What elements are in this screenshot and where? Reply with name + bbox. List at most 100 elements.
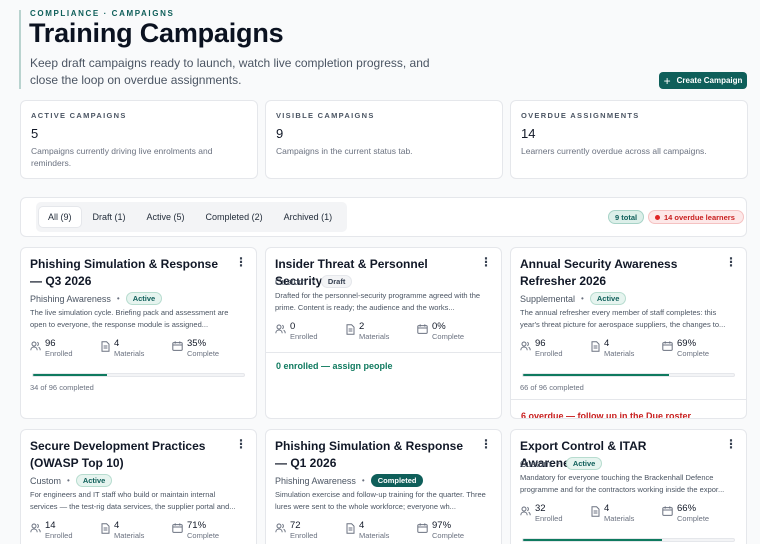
campaign-card[interactable]: Phishing Simulation & Response — Q1 2026… xyxy=(265,429,502,544)
campaign-card[interactable]: Secure Development Practices (OWASP Top … xyxy=(20,429,257,544)
tab-completed[interactable]: Completed (2) xyxy=(205,212,263,222)
campaign-description: The annual refresher every member of sta… xyxy=(520,308,726,329)
tab-active[interactable]: Active (5) xyxy=(146,212,185,222)
campaign-category: Custom xyxy=(275,276,307,287)
overdue-followup-link[interactable]: 6 overdue — follow up in the Due roster xyxy=(521,411,692,419)
stat-card-visible: VISIBLE CAMPAIGNS 9 Campaigns in the cur… xyxy=(265,100,503,179)
campaign-title[interactable]: Phishing Simulation & Response — Q1 2026 xyxy=(275,439,464,470)
more-options-icon[interactable]: ⋮ xyxy=(235,437,247,451)
enrolled-label: Enrolled xyxy=(535,514,563,523)
complete-label: Complete xyxy=(187,349,220,358)
calendar-icon xyxy=(172,523,183,533)
calendar-icon xyxy=(662,506,673,516)
materials-stat: 4 Materials xyxy=(591,338,666,359)
users-icon xyxy=(520,341,531,351)
complete-stat: 69% Complete xyxy=(662,338,737,359)
more-options-icon[interactable]: ⋮ xyxy=(480,437,492,451)
tab-all[interactable]: All (9) xyxy=(39,207,81,227)
campaign-title[interactable]: Annual Security Awareness Refresher 2026 xyxy=(520,257,678,288)
complete-stat: 66% Complete xyxy=(662,503,737,524)
enrolled-label: Enrolled xyxy=(290,332,318,341)
materials-stat: 4 Materials xyxy=(591,503,666,524)
stat-value: 9 xyxy=(276,126,284,141)
materials-stat: 4 Materials xyxy=(101,520,176,541)
enrolled-count: 14 xyxy=(45,520,56,531)
calendar-icon xyxy=(662,341,673,351)
enrolled-stat: 96 Enrolled xyxy=(520,338,595,359)
materials-stat: 4 Materials xyxy=(346,520,421,541)
more-options-icon[interactable]: ⋮ xyxy=(725,437,737,451)
campaign-meta: Supplemental • Active xyxy=(520,292,627,305)
separator-dot: • xyxy=(557,459,560,468)
page-subtitle: Keep draft campaigns ready to launch, wa… xyxy=(30,56,430,87)
create-campaign-button[interactable]: + Create Campaign xyxy=(659,72,747,89)
enrolled-stat: 96 Enrolled xyxy=(30,338,105,359)
users-icon xyxy=(30,341,41,351)
campaign-card[interactable]: Annual Security Awareness Refresher 2026… xyxy=(510,247,747,419)
complete-label: Complete xyxy=(187,531,220,540)
campaign-card[interactable]: Phishing Simulation & Response — Q3 2026… xyxy=(20,247,257,419)
assign-people-link[interactable]: 0 enrolled — assign people xyxy=(276,361,393,371)
overdue-learners-label: 14 overdue learners xyxy=(664,212,735,222)
progress-fill xyxy=(33,374,107,376)
completion-progress-bar xyxy=(522,538,735,542)
progress-fill xyxy=(523,539,663,541)
enrolled-label: Enrolled xyxy=(290,531,318,540)
campaign-card[interactable]: Insider Threat & Personnel Security ⋮ Cus… xyxy=(265,247,502,419)
campaign-meta: Phishing Awareness • Active xyxy=(30,292,163,305)
campaign-stats: 32 Enrolled 4 Materials 66% Complete xyxy=(520,503,737,524)
users-icon xyxy=(275,324,286,334)
campaign-title[interactable]: Insider Threat & Personnel Security xyxy=(275,257,428,288)
campaign-stats: 0 Enrolled 2 Materials 0% Complete xyxy=(275,321,492,342)
users-icon xyxy=(30,523,41,533)
status-badge: Completed xyxy=(370,474,424,487)
more-options-icon[interactable]: ⋮ xyxy=(725,255,737,269)
tab-archived[interactable]: Archived (1) xyxy=(283,212,333,222)
complete-percent: 71% xyxy=(187,520,207,531)
campaign-meta: Custom • Draft xyxy=(275,275,353,288)
document-icon xyxy=(591,341,600,352)
materials-count: 4 xyxy=(604,338,610,349)
calendar-icon xyxy=(172,341,183,351)
separator-dot: • xyxy=(67,476,70,485)
campaign-description: Mandatory for everyone touching the Brac… xyxy=(520,473,725,494)
complete-percent: 35% xyxy=(187,338,207,349)
plus-icon: + xyxy=(663,73,671,88)
campaign-card[interactable]: Export Control & ITAR Awareness ⋮ Custom … xyxy=(510,429,747,544)
campaign-category: Phishing Awareness xyxy=(275,475,356,486)
status-badge: Active xyxy=(125,292,163,305)
enrolled-stat: 32 Enrolled xyxy=(520,503,595,524)
complete-stat: 71% Complete xyxy=(172,520,247,541)
more-options-icon[interactable]: ⋮ xyxy=(235,255,247,269)
enrolled-stat: 0 Enrolled xyxy=(275,321,350,342)
complete-label: Complete xyxy=(432,332,465,341)
card-divider xyxy=(511,399,746,400)
complete-label: Complete xyxy=(677,349,710,358)
stat-description: Campaigns in the current status tab. xyxy=(276,146,413,156)
materials-count: 2 xyxy=(359,321,365,332)
enrolled-label: Enrolled xyxy=(45,349,73,358)
document-icon xyxy=(101,341,110,352)
tab-draft[interactable]: Draft (1) xyxy=(92,212,126,222)
campaign-meta: Custom • Active xyxy=(30,474,113,487)
separator-dot: • xyxy=(116,294,120,303)
stat-value: 14 xyxy=(521,126,536,141)
stat-label: OVERDUE ASSIGNMENTS xyxy=(521,111,640,120)
materials-label: Materials xyxy=(604,349,635,358)
complete-percent: 69% xyxy=(677,338,697,349)
enrolled-label: Enrolled xyxy=(45,531,73,540)
document-icon xyxy=(591,506,600,517)
materials-count: 4 xyxy=(359,520,365,531)
campaign-title[interactable]: Secure Development Practices (OWASP Top … xyxy=(30,439,206,470)
campaign-meta: Phishing Awareness • Completed xyxy=(275,474,424,487)
stat-label: VISIBLE CAMPAIGNS xyxy=(276,111,375,120)
enrolled-count: 0 xyxy=(290,321,296,332)
enrolled-count: 96 xyxy=(535,338,546,349)
status-badge: Active xyxy=(75,474,113,487)
complete-percent: 66% xyxy=(677,503,697,514)
campaign-category: Phishing Awareness xyxy=(30,293,111,304)
more-options-icon[interactable]: ⋮ xyxy=(480,255,492,269)
complete-percent: 97% xyxy=(432,520,452,531)
campaign-title[interactable]: Phishing Simulation & Response — Q3 2026 xyxy=(30,257,219,288)
materials-label: Materials xyxy=(114,531,145,540)
